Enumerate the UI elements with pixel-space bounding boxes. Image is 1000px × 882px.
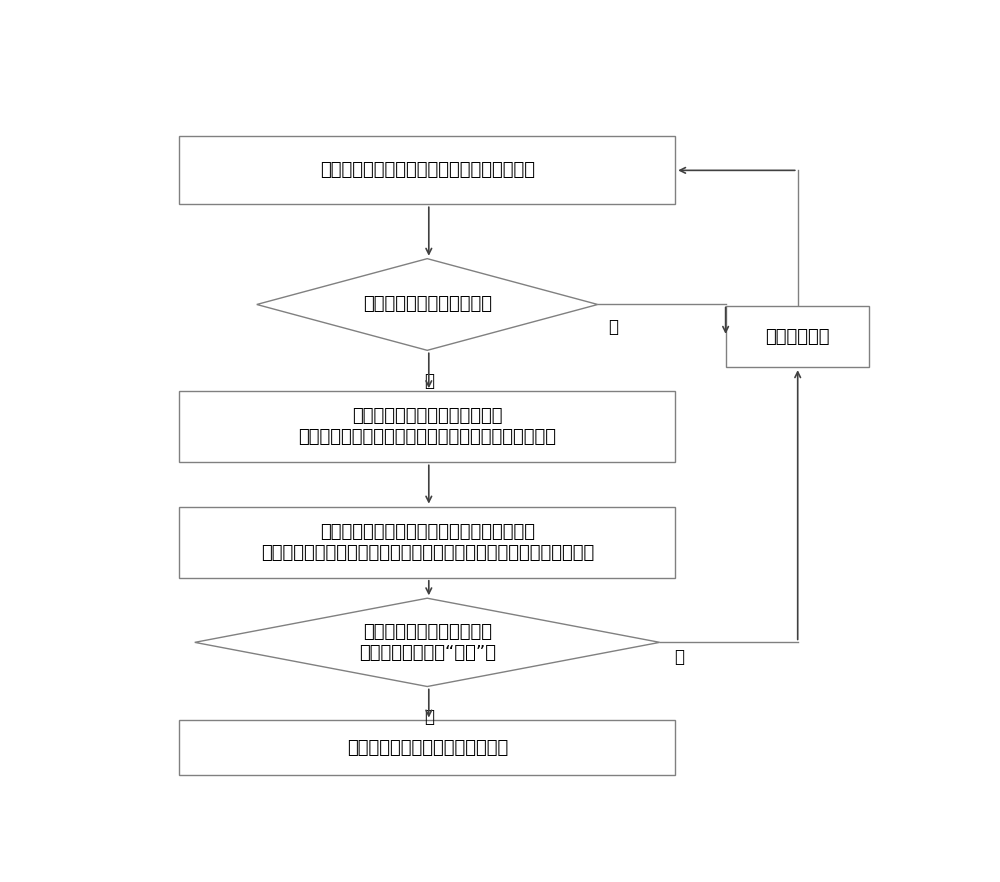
Text: 使用模糊推理与决策理论及本发明设计算法，
计算选择该条路线时，该路线上吊车吊钔与车间内实体的空间拓扑关系: 使用模糊推理与决策理论及本发明设计算法， 计算选择该条路线时，该路线上吊车吊钔与… <box>261 523 594 562</box>
FancyBboxPatch shape <box>179 391 675 462</box>
FancyBboxPatch shape <box>179 137 675 205</box>
FancyBboxPatch shape <box>179 506 675 578</box>
Text: 选择使用这条路线，执行吊装任务: 选择使用这条路线，执行吊装任务 <box>347 738 508 757</box>
Text: 是: 是 <box>424 372 434 390</box>
Text: 使用激光扫描车间内整体环境，
得到该时刻车间内的激光扫描点晕坐标及其生成的图像: 使用激光扫描车间内整体环境， 得到该时刻车间内的激光扫描点晕坐标及其生成的图像 <box>298 407 556 446</box>
FancyBboxPatch shape <box>726 306 869 367</box>
Text: 该路线上吊车与空间实体的
空间拓扑关系均为“相离”？: 该路线上吊车与空间实体的 空间拓扑关系均为“相离”？ <box>359 623 496 662</box>
Text: 确定吊装任务的起点与终点及一条可能的路线: 确定吊装任务的起点与终点及一条可能的路线 <box>320 161 535 179</box>
Polygon shape <box>195 598 660 686</box>
Text: 是否选择了一条可能的路线: 是否选择了一条可能的路线 <box>363 295 492 313</box>
Text: 重新规划路线: 重新规划路线 <box>765 328 830 346</box>
Text: 否: 否 <box>674 648 684 666</box>
FancyBboxPatch shape <box>179 721 675 774</box>
Polygon shape <box>257 258 598 350</box>
Text: 否: 否 <box>608 318 618 335</box>
Text: 是: 是 <box>424 708 434 726</box>
